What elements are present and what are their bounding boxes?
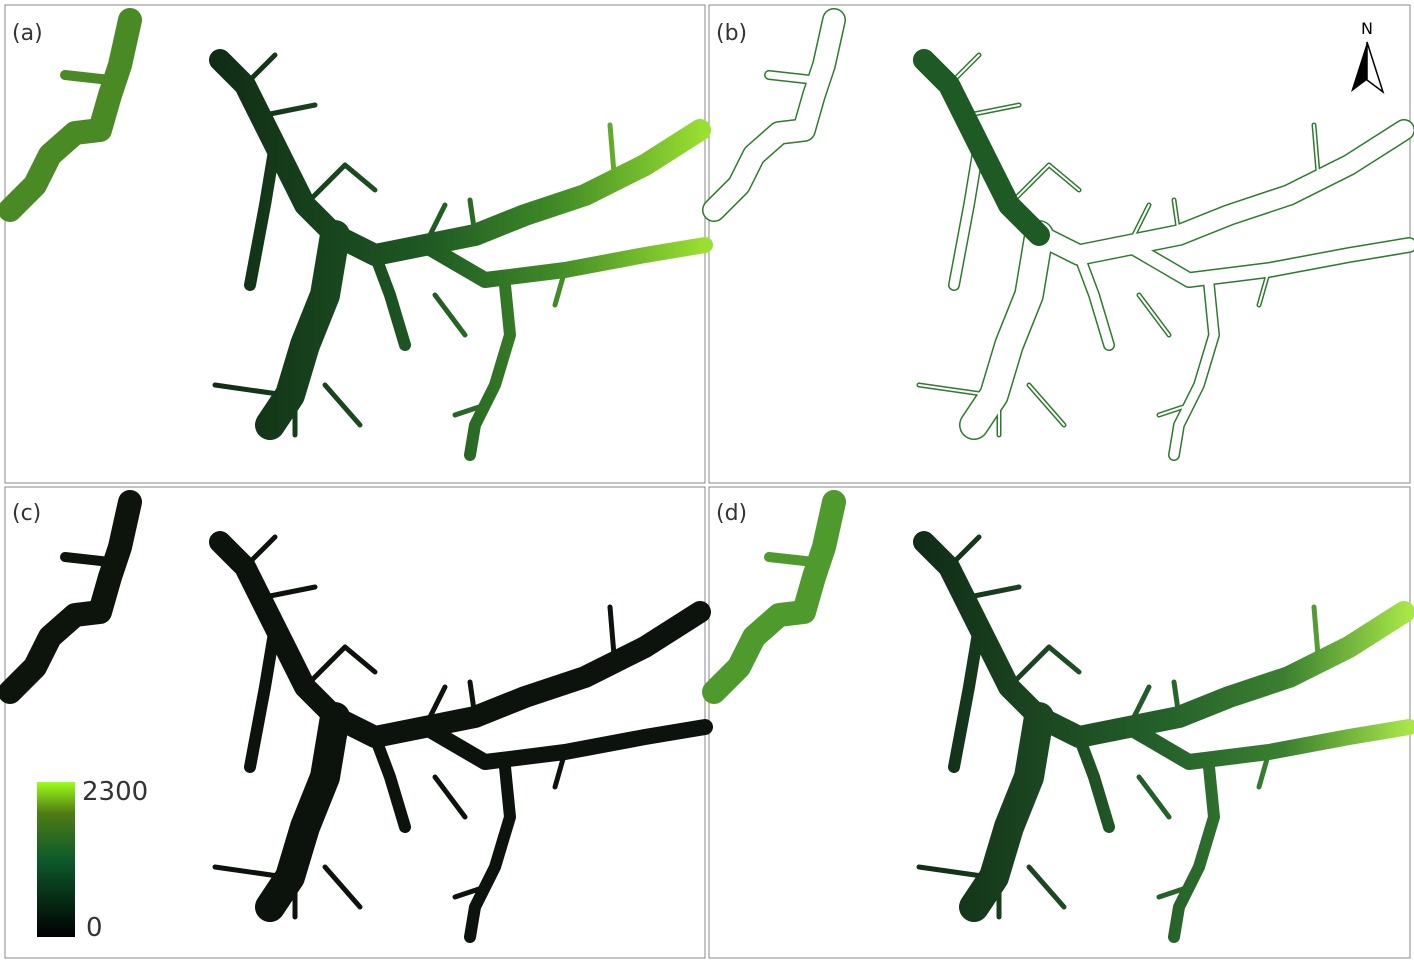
reservoir-shape xyxy=(245,55,275,85)
reservoir-shape xyxy=(220,60,700,255)
reservoir-shape xyxy=(1139,295,1169,335)
reservoir-shape xyxy=(919,867,989,877)
reservoir-shape xyxy=(265,587,315,597)
reservoir-shape xyxy=(325,385,360,425)
reservoir-shape xyxy=(1174,285,1214,455)
reservoir-shape xyxy=(250,627,275,767)
reservoir-shape xyxy=(769,75,814,80)
panel-label: (c) xyxy=(12,501,41,526)
reservoir-shape xyxy=(375,737,405,827)
reservoir-shape xyxy=(1029,385,1064,425)
reservoir-shape xyxy=(919,385,989,395)
panel-c xyxy=(10,502,705,937)
reservoir-shape xyxy=(375,255,405,345)
reservoir-shape xyxy=(924,60,1039,235)
reservoir-shape xyxy=(435,777,465,817)
reservoir-shape xyxy=(1029,867,1064,907)
reservoir-shape xyxy=(470,767,510,937)
colorbar xyxy=(37,782,75,937)
reservoir-shape xyxy=(714,502,834,692)
reservoir-shape xyxy=(305,165,375,205)
colorbar-max: 2300 xyxy=(82,777,148,807)
panel-b xyxy=(714,20,1409,455)
panel-d xyxy=(714,502,1409,937)
reservoir-shape xyxy=(769,557,814,562)
reservoir-shape xyxy=(1139,777,1169,817)
reservoir-shape xyxy=(265,105,315,115)
reservoir-shape xyxy=(954,627,979,767)
reservoir-shape xyxy=(305,647,375,687)
reservoir-shape xyxy=(924,542,1404,737)
reservoir-shape xyxy=(10,20,130,210)
panel-label: (a) xyxy=(12,21,43,46)
north-arrow: N xyxy=(1351,19,1383,92)
north-label: N xyxy=(1361,19,1373,38)
panel-label: (d) xyxy=(716,501,747,526)
reservoir-shape xyxy=(954,145,979,285)
reservoir-shape xyxy=(1079,737,1109,827)
reservoir-shape xyxy=(470,285,510,455)
reservoir-shape xyxy=(1174,767,1214,937)
reservoir-shape xyxy=(65,75,110,80)
panel-a xyxy=(10,20,705,455)
reservoir-shape xyxy=(65,557,110,562)
reservoir-shape xyxy=(325,867,360,907)
reservoir-shape xyxy=(215,385,285,395)
reservoir-shape xyxy=(1009,165,1079,205)
reservoir-shape xyxy=(949,537,979,567)
reservoir-shape xyxy=(250,145,275,285)
reservoir-shape xyxy=(435,295,465,335)
reservoir-shape xyxy=(10,502,130,692)
colorbar-min: 0 xyxy=(86,913,103,943)
reservoir-shape xyxy=(215,867,285,877)
reservoir-shape xyxy=(1009,647,1079,687)
reservoir-shape xyxy=(245,537,275,567)
reservoir-shape xyxy=(969,105,1019,115)
panel-label: (b) xyxy=(716,21,747,46)
reservoir-shape xyxy=(974,235,1039,425)
reservoir-shape xyxy=(969,587,1019,597)
reservoir-shape xyxy=(1079,255,1109,345)
reservoir-shape xyxy=(220,542,700,737)
figure: (a) (b) (c) (d) N 2300 0 xyxy=(0,0,1414,960)
